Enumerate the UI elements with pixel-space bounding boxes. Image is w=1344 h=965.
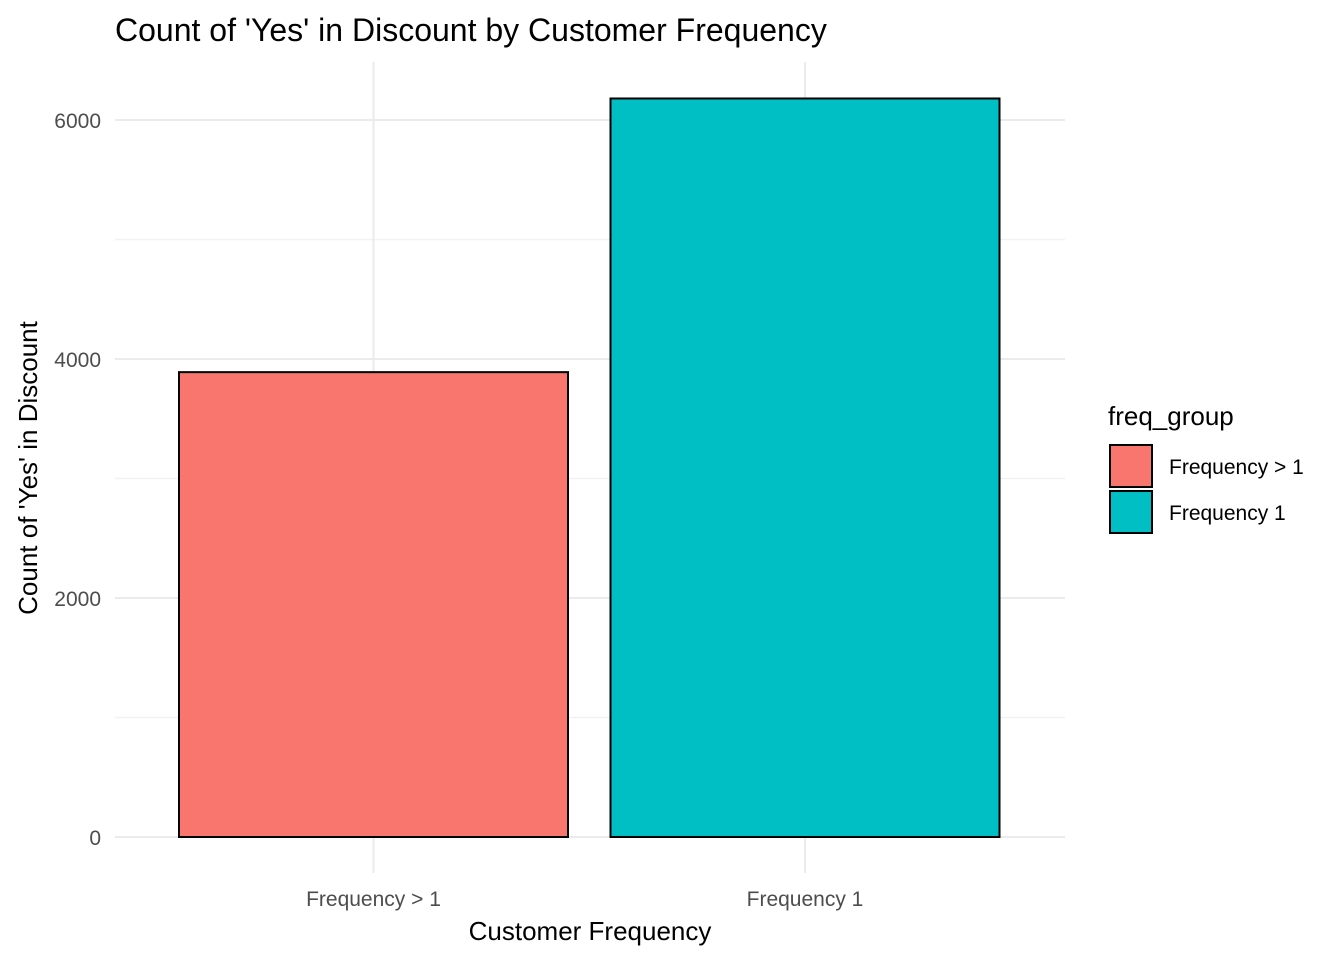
bars-layer (178, 97, 1001, 839)
chart-title: Count of 'Yes' in Discount by Customer F… (115, 12, 827, 48)
x-tick-label: Frequency > 1 (306, 888, 441, 911)
y-axis-title: Count of 'Yes' in Discount (13, 320, 43, 614)
y-tick-label: 4000 (54, 349, 101, 372)
bar-frequency-gt-1 (178, 371, 569, 838)
legend: freq_group Frequency > 1 Frequency 1 (1108, 401, 1304, 534)
y-tick-label: 2000 (54, 588, 101, 611)
x-tick-label: Frequency 1 (747, 888, 864, 911)
legend-swatch (1109, 444, 1153, 488)
y-tick-label: 0 (89, 827, 101, 850)
x-axis-title: Customer Frequency (469, 916, 712, 946)
legend-label: Frequency 1 (1169, 502, 1286, 525)
legend-swatch (1109, 490, 1153, 534)
legend-entries: Frequency > 1 Frequency 1 (1109, 444, 1304, 534)
bar-frequency-1 (609, 97, 1001, 839)
y-tick-label: 6000 (54, 110, 101, 133)
legend-label: Frequency > 1 (1169, 456, 1304, 479)
legend-title: freq_group (1108, 401, 1234, 431)
axis-layer: 0 2000 4000 6000 Frequency > 1 Frequency 1 (54, 110, 863, 911)
